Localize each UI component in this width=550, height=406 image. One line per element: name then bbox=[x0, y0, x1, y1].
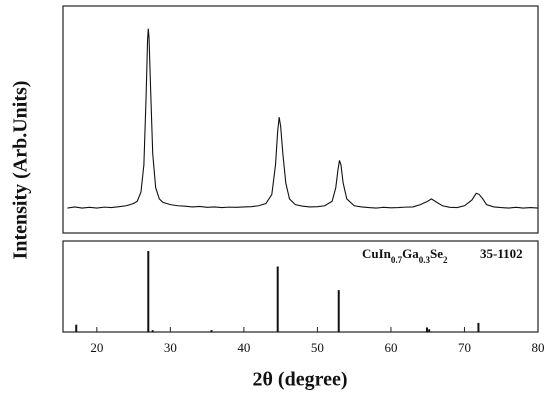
bottom-panel-frame bbox=[62, 240, 539, 333]
xrd-pattern bbox=[67, 28, 539, 209]
x-tick-label: 70 bbox=[458, 340, 471, 355]
x-axis-label: 2θ (degree) bbox=[252, 369, 347, 391]
phase-label-part: 0.7 bbox=[391, 255, 403, 265]
y-axis-label: Intensity (Arb.Units) bbox=[10, 81, 32, 260]
phase-label-part: CuIn bbox=[362, 246, 392, 261]
x-tick-label: 60 bbox=[384, 340, 397, 355]
phase-label-part: Se bbox=[430, 246, 443, 261]
top-panel-frame bbox=[62, 5, 539, 234]
phase-label: CuIn0.7Ga0.3Se2 bbox=[362, 246, 448, 265]
phase-label-part: 2 bbox=[443, 255, 448, 265]
x-tick-label: 30 bbox=[164, 340, 177, 355]
x-tick-label: 50 bbox=[311, 340, 324, 355]
x-tick-label: 20 bbox=[90, 340, 103, 355]
phase-label-part: 0.3 bbox=[419, 255, 431, 265]
x-tick-label: 40 bbox=[237, 340, 250, 355]
x-tick-label: 80 bbox=[532, 340, 545, 355]
phase-label-part: Ga bbox=[402, 246, 419, 261]
card-number: 35-1102 bbox=[480, 246, 523, 261]
